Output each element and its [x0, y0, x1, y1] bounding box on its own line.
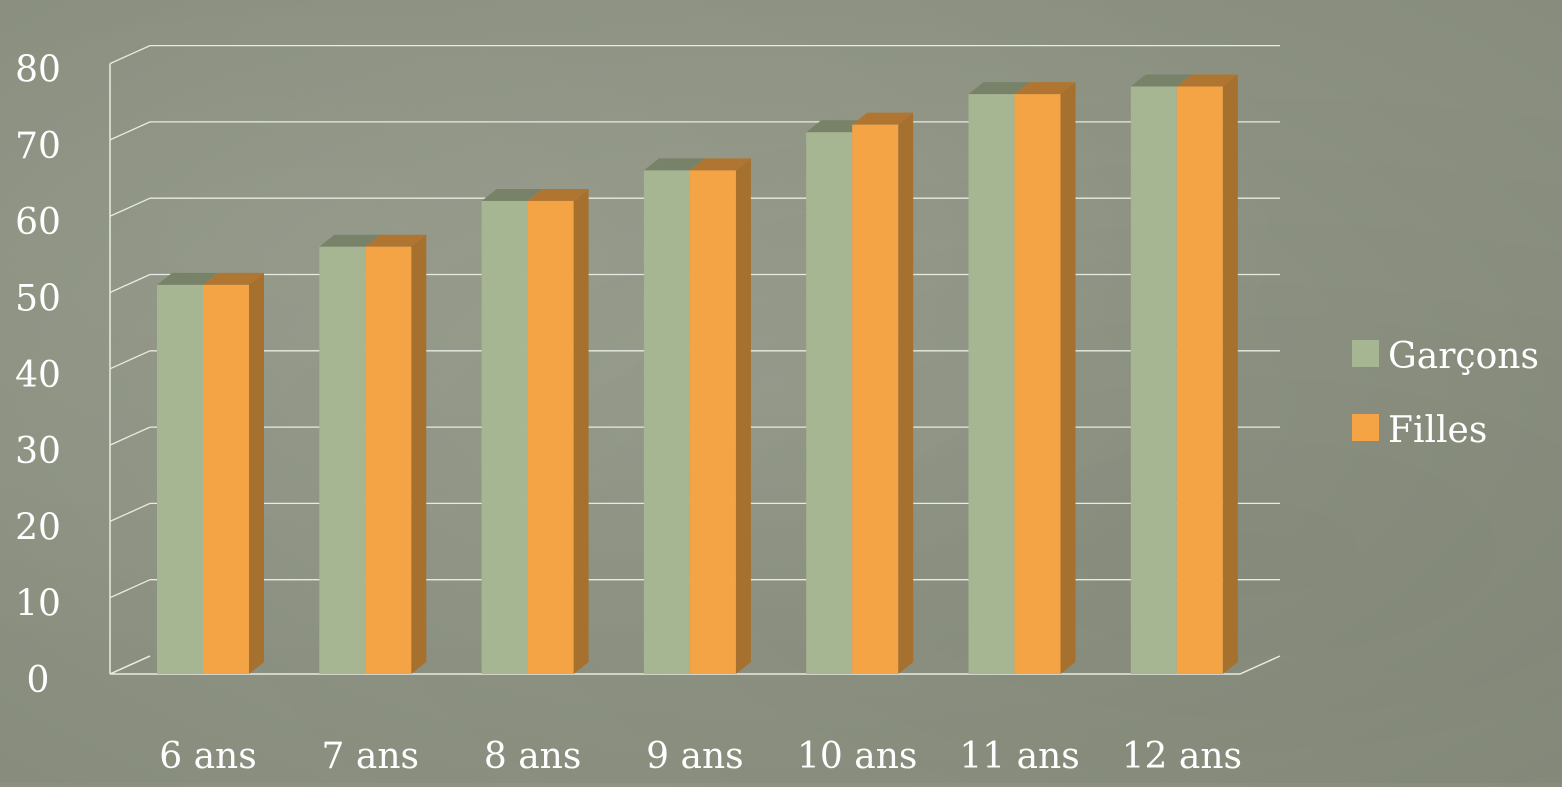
y-tick-label: 40: [15, 355, 61, 396]
y-tick-label: 80: [15, 50, 61, 91]
bar: [203, 272, 264, 674]
gridline-side: [109, 197, 151, 217]
bar: [1014, 82, 1076, 675]
gridline-side: [109, 579, 151, 599]
gridline-side: [109, 45, 151, 65]
legend-item: Garçons: [1352, 336, 1539, 377]
gridline-side: [109, 426, 151, 446]
legend-label: Filles: [1388, 410, 1487, 451]
bar: [1176, 74, 1238, 675]
x-tick-label: 9 ans: [646, 736, 743, 777]
x-tick-label: 10 ans: [797, 736, 917, 777]
legend-swatch: [1352, 340, 1379, 367]
floor-side-edge: [109, 655, 151, 675]
y-tick-label: 60: [15, 202, 61, 243]
bar: [806, 120, 868, 674]
x-tick-label: 8 ans: [484, 736, 581, 777]
gridline-side: [109, 121, 151, 141]
bar: [527, 188, 589, 674]
x-tick-label: 11 ans: [959, 736, 1079, 777]
x-tick-label: 7 ans: [322, 736, 419, 777]
bar: [319, 234, 381, 674]
bar: [481, 188, 543, 674]
y-tick-label: 30: [15, 431, 61, 472]
y-tick-label: 0: [27, 660, 50, 701]
y-tick-label: 20: [15, 507, 61, 548]
legend-label: Garçons: [1388, 336, 1539, 377]
gridline-side: [109, 502, 151, 522]
x-axis: 6 ans 7 ans 8 ans 9 ans 10 ans 11 ans 12 ans: [159, 736, 1242, 777]
x-tick-label: 6 ans: [159, 736, 256, 777]
legend: Garçons Filles: [1352, 336, 1539, 451]
bar: [689, 158, 751, 675]
legend-swatch: [1352, 414, 1379, 441]
bar: [852, 112, 914, 674]
gridline-side: [109, 350, 151, 370]
bar: [1130, 74, 1192, 675]
gridline-side: [109, 273, 151, 294]
bars: [157, 74, 1238, 675]
legend-item: Filles: [1352, 410, 1487, 451]
bar: [643, 158, 705, 675]
bar: [157, 272, 218, 674]
bar: [365, 234, 427, 674]
bar: [968, 82, 1030, 675]
y-tick-label: 50: [15, 279, 61, 320]
x-tick-label: 12 ans: [1122, 736, 1242, 777]
y-axis: 0 10 20 30 40 50 60 70 80: [15, 50, 61, 701]
y-tick-label: 70: [15, 126, 61, 167]
y-tick-label: 10: [15, 584, 61, 625]
